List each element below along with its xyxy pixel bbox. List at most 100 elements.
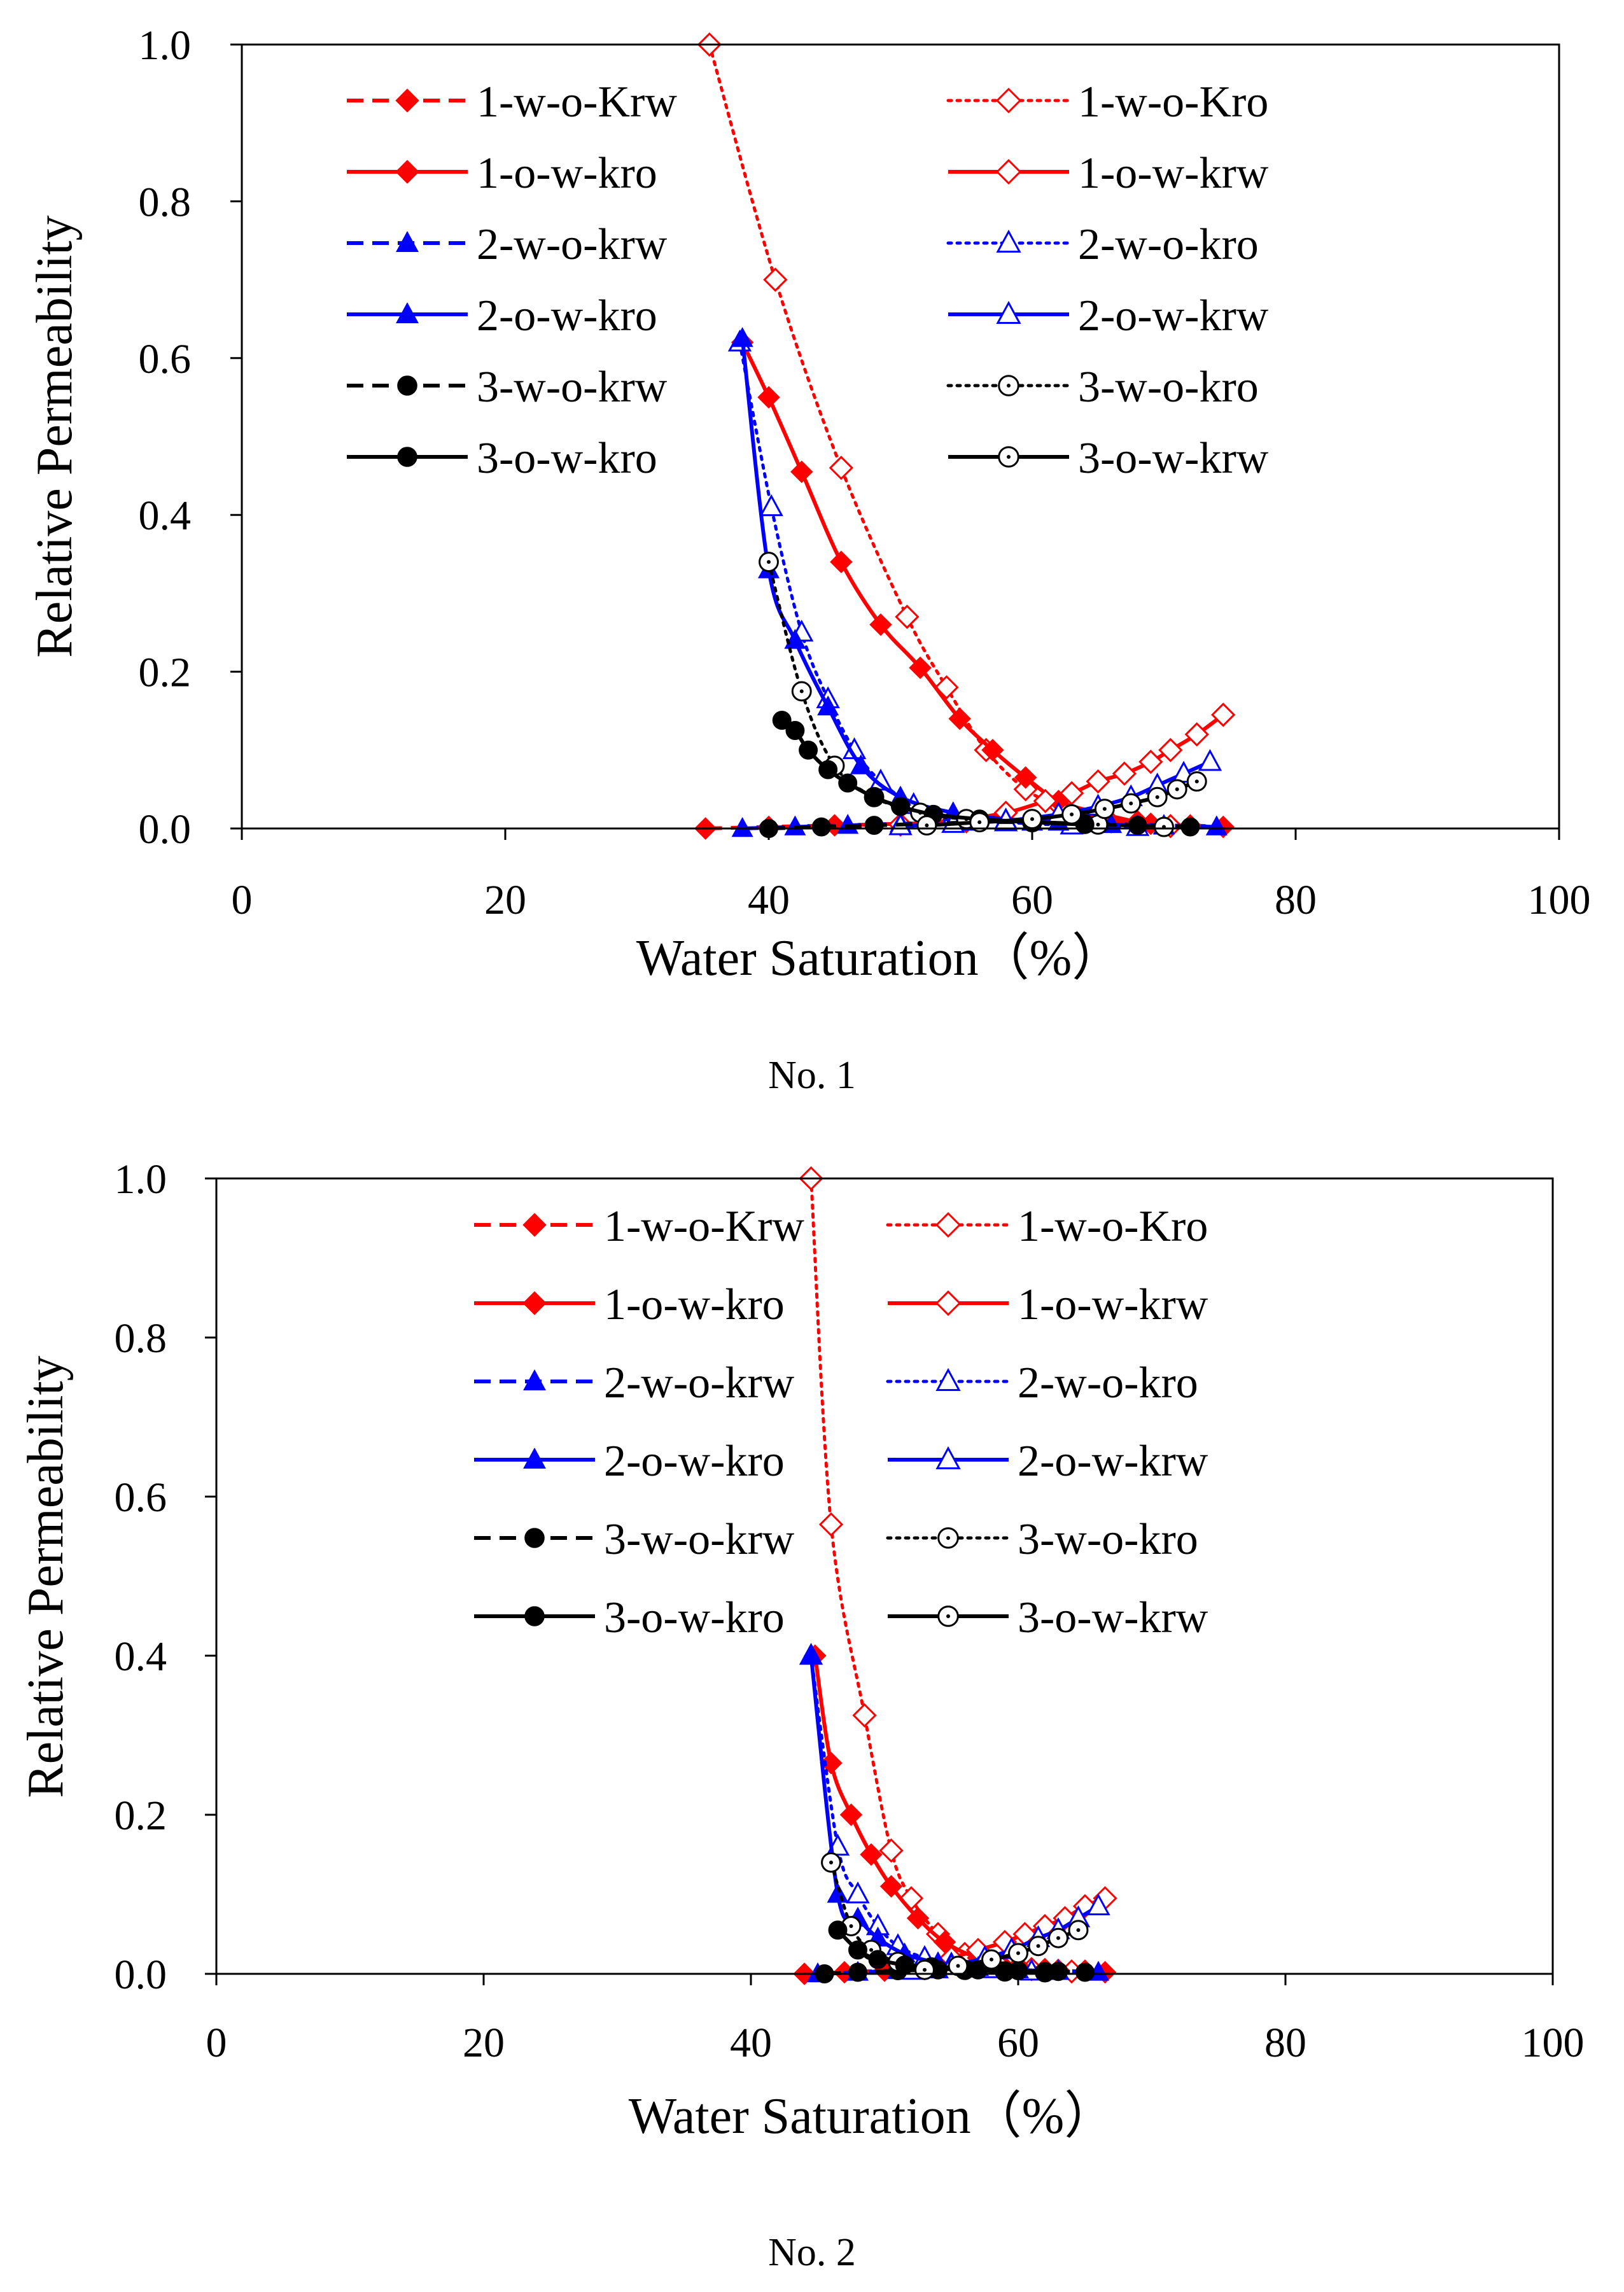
chart-2-x-axis-label: Water Saturation（%） xyxy=(629,2088,1115,2144)
chart-1-series-1-o-w-krw-point xyxy=(1138,750,1163,774)
chart-2-series-3-o-w-krw-point-center xyxy=(923,1967,927,1972)
chart-1-legend-entry-2-w-o-kro-label: 2-w-o-kro xyxy=(1078,220,1259,269)
chart-2-legend-entry-1-o-w-krw-label: 1-o-w-krw xyxy=(1018,1280,1208,1329)
chart-1-x-axis-label: Water Saturation（%） xyxy=(636,930,1123,986)
chart-1-legend-entry-3-o-w-krw-marker-center xyxy=(1007,455,1011,459)
chart-1-legend-entry-1-w-o-kro-marker xyxy=(995,87,1022,114)
chart-1-legend-entry-3-o-w-krw-label: 3-o-w-krw xyxy=(1078,434,1269,483)
chart-2-legend-entry-1-w-o-krw-label: 1-w-o-Krw xyxy=(604,1202,804,1251)
chart-1-legend-entry-3-w-o-kro-label: 3-w-o-kro xyxy=(1078,363,1259,412)
chart-1-legend-entry-3-o-w-kro: 3-o-w-kro xyxy=(347,434,657,483)
chart-1-legend-entry-2-w-o-krw-label: 2-w-o-krw xyxy=(477,220,668,269)
chart-1-x-tick-label: 80 xyxy=(1275,877,1317,923)
chart-2-series-3-w-o-krw-point xyxy=(848,1962,867,1982)
chart-2-series-1-o-w-kro-point xyxy=(860,1843,883,1866)
chart-2-legend-entry-1-w-o-kro-label: 1-w-o-Kro xyxy=(1018,1202,1208,1251)
chart-1-series-2-o-w-kro-point xyxy=(850,754,872,774)
chart-2-legend-entry-2-w-o-krw-marker xyxy=(523,1369,546,1390)
chart-2-y-tick-label: 1.0 xyxy=(115,1156,167,1203)
chart-1-series-1-w-o-kro-point xyxy=(829,456,853,480)
chart-2-series-1-o-w-kro-point xyxy=(839,1803,863,1826)
chart-1-series-1-o-w-krw-point xyxy=(1033,788,1058,814)
chart-1-legend-entry-3-w-o-kro: 3-w-o-kro xyxy=(946,363,1259,412)
chart-1-series-1-o-w-kro-point xyxy=(790,460,813,484)
chart-1-legend-entry-2-o-w-krw-label: 2-o-w-krw xyxy=(1078,291,1269,340)
chart-1-legend-entry-3-w-o-krw-label: 3-w-o-krw xyxy=(477,363,668,412)
chart-1-series-3-o-w-kro-point xyxy=(864,787,884,807)
chart-2-y-axis-label: Relative Permeability xyxy=(18,1355,74,1798)
chart-2-legend-entry-1-w-o-kro: 1-w-o-Kro xyxy=(886,1202,1208,1251)
chart-2-series-3-o-w-krw-point-center xyxy=(1056,1936,1060,1940)
chart-no-1: 0 20 40 60 80 100 0.0 0.2 0.4 0.6 0.8 1.0 1-w-o-Kr… xyxy=(27,22,1591,1097)
chart-2-legend-entry-2-w-o-krw: 2-w-o-krw xyxy=(474,1359,795,1408)
chart-1-legend-entry-1-o-w-kro-marker xyxy=(395,160,419,184)
chart-1-x-tick-label: 20 xyxy=(484,877,526,923)
chart-1-legend-entry-3-w-o-krw: 3-w-o-krw xyxy=(347,363,668,412)
chart-2-series-3-o-w-kro-point xyxy=(1035,1962,1054,1982)
chart-1-y-tick-label: 0.0 xyxy=(139,806,192,853)
chart-1-series-3-o-w-kro-point xyxy=(891,797,910,816)
chart-1-series-1-o-w-kro-point xyxy=(757,386,780,409)
chart-2-x-tick-label: 80 xyxy=(1264,2020,1306,2066)
chart-1-legend-entry-2-w-o-kro: 2-w-o-kro xyxy=(946,220,1259,269)
chart-2-legend-entry-3-o-w-kro-marker xyxy=(524,1606,545,1626)
chart-2-series-2-o-w-krw-point xyxy=(1086,1893,1110,1915)
chart-2-legend-entry-1-w-o-kro-marker xyxy=(935,1212,962,1238)
chart-1-legend-entry-1-o-w-krw-label: 1-o-w-krw xyxy=(1078,149,1269,198)
chart-1-series-2-o-w-krw-point xyxy=(1198,749,1222,771)
chart-1-series-3-o-w-krw-point-center xyxy=(1102,807,1107,811)
chart-1-y-axis-label: Relative Permeability xyxy=(27,215,83,657)
chart-2-legend-entry-2-o-w-krw-marker xyxy=(935,1446,961,1469)
chart-2-legend-entry-3-w-o-kro-label: 3-w-o-kro xyxy=(1018,1515,1198,1564)
chart-1-legend-entry-2-o-w-kro: 2-o-w-kro xyxy=(347,291,657,340)
chart-1-y-tick-label: 0.6 xyxy=(139,336,192,382)
chart-1-legend-entry-1-w-o-kro: 1-w-o-Kro xyxy=(946,78,1268,127)
chart-1-series-3-o-w-kro-point xyxy=(772,711,792,730)
chart-1-series-3-w-o-krw-point xyxy=(1128,816,1147,835)
chart-1-series-2-w-o-kro-point xyxy=(759,494,783,517)
chart-2-legend-entry-1-w-o-krw: 1-w-o-Krw xyxy=(474,1202,804,1251)
chart-2-legend-entry-2-o-w-kro-marker xyxy=(523,1447,546,1469)
chart-2-legend-entry-1-o-w-kro-label: 1-o-w-kro xyxy=(604,1280,785,1329)
chart-1-series-1-o-w-krw-point xyxy=(1211,702,1236,727)
chart-1-legend-entry-2-w-o-kro-marker xyxy=(996,229,1021,253)
chart-1-legend-entry-3-o-w-kro-label: 3-o-w-kro xyxy=(477,434,657,483)
chart-1-caption: No. 1 xyxy=(768,1054,856,1097)
chart-2-legend: 1-w-o-Krw 1-w-o-Kro 1-o-w-kro 1-o-w-krw 2-w-… xyxy=(474,1202,1208,1642)
chart-1-series-3-o-w-krw-point-center xyxy=(1155,795,1159,799)
chart-2-series-3-o-w-krw-point-center xyxy=(1016,1951,1020,1955)
chart-1-x-tick-label: 0 xyxy=(232,877,253,923)
chart-2-series-3-o-w-krw-point-center xyxy=(956,1964,960,1968)
chart-2-series-1-w-o-kro-point xyxy=(879,1838,904,1863)
chart-1-y-tick-label: 1.0 xyxy=(139,22,192,69)
chart-1-series-1-o-w-krw-point xyxy=(1086,769,1110,794)
chart-2-series-3-o-w-krw-point-center xyxy=(1076,1928,1081,1932)
chart-1-series-2-w-o-krw-point xyxy=(731,816,753,837)
chart-2-legend-entry-3-w-o-krw: 3-w-o-krw xyxy=(474,1515,795,1564)
chart-1-legend-entry-1-w-o-krw-marker xyxy=(395,88,419,113)
chart-2-legend-entry-3-o-w-krw: 3-o-w-krw xyxy=(888,1593,1208,1642)
chart-2-series-3-o-w-krw xyxy=(914,1920,1089,1980)
chart-2-legend-entry-2-w-o-kro-label: 2-w-o-kro xyxy=(1018,1359,1198,1408)
chart-1-series-3-o-w-krw-point-center xyxy=(1175,787,1179,792)
chart-1-legend-entry-3-w-o-krw-marker xyxy=(397,375,417,396)
chart-2-x-tick-label: 100 xyxy=(1522,2020,1585,2066)
chart-2-series-3-o-w-kro-point xyxy=(848,1940,867,1960)
chart-1-legend-entry-1-o-w-krw: 1-o-w-krw xyxy=(948,149,1269,198)
chart-2-series-1-w-o-kro-point xyxy=(852,1703,877,1728)
chart-2-series-3-o-w-krw-point-center xyxy=(1036,1944,1040,1948)
chart-1-series-2-w-o-krw-point xyxy=(784,815,806,835)
chart-1-series-3-w-o-kro-point-center xyxy=(767,560,771,564)
chart-1-legend-entry-1-o-w-kro-label: 1-o-w-kro xyxy=(477,149,657,198)
chart-1-legend-entry-2-w-o-krw: 2-w-o-krw xyxy=(347,220,668,269)
chart-2-legend-entry-2-w-o-kro: 2-w-o-kro xyxy=(886,1359,1198,1408)
chart-2-x-tick-label: 20 xyxy=(463,2020,505,2066)
chart-1-y-tick-label: 0.2 xyxy=(139,650,192,696)
chart-1-series-1-o-w-krw-point xyxy=(1184,722,1209,747)
chart-2-series-3-o-w-kro-point xyxy=(995,1962,1014,1981)
chart-1-plot-frame xyxy=(241,43,1560,830)
chart-1-series-3-o-w-kro-point xyxy=(785,721,805,740)
chart-2-y-tick-label: 0.2 xyxy=(115,1792,167,1839)
chart-2-legend-entry-3-o-w-krw-label: 3-o-w-krw xyxy=(1018,1593,1208,1642)
chart-1-series-1-o-w-kro-point xyxy=(1014,766,1037,789)
